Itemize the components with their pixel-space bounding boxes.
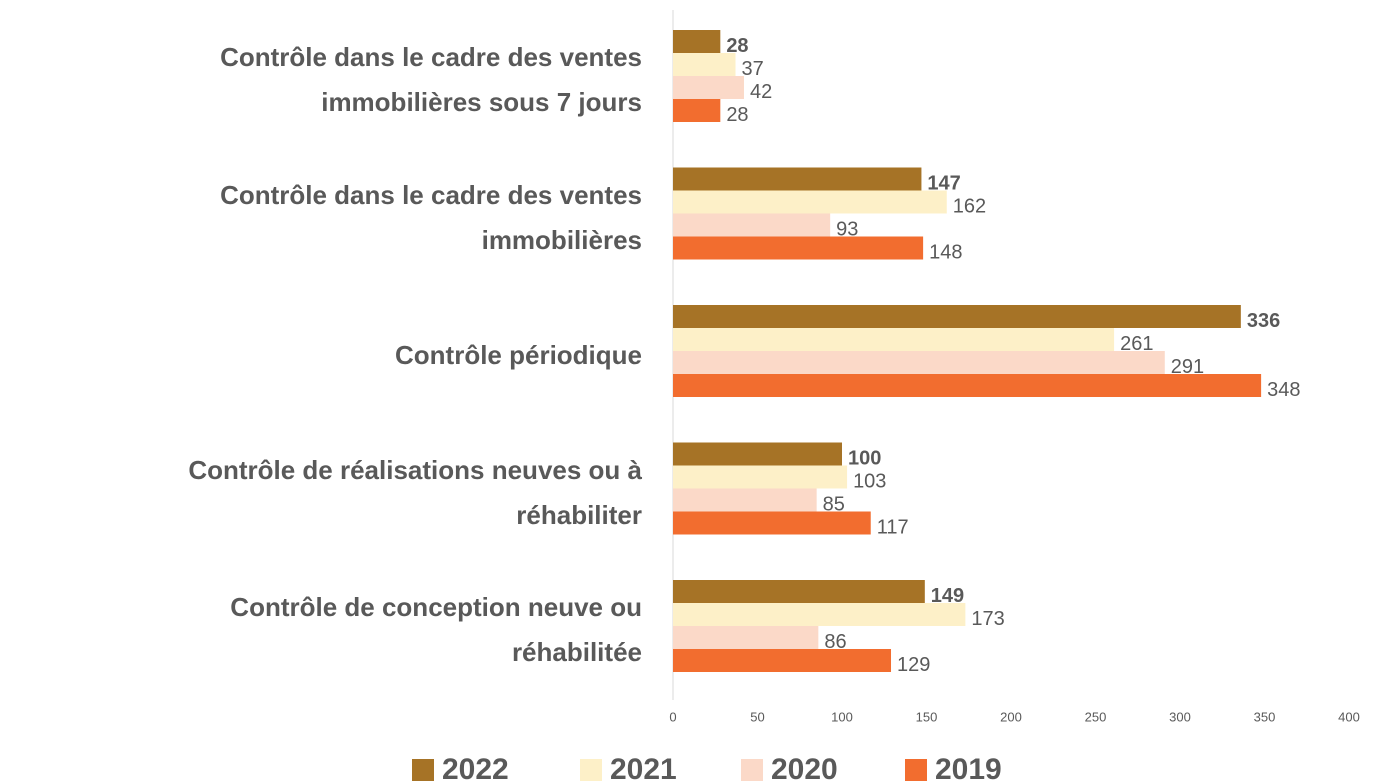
legend-swatch (580, 759, 602, 781)
legend-label: 2020 (771, 753, 838, 784)
x-tick-label: 150 (916, 709, 938, 724)
value-label: 348 (1267, 379, 1300, 401)
bar (673, 512, 871, 535)
bar (673, 603, 965, 626)
bar (673, 649, 891, 672)
category-label: Contrôle périodique (0, 286, 642, 424)
bar (673, 191, 947, 214)
category-text: Contrôle dans le cadre des ventes immobi… (122, 173, 642, 263)
value-label: 129 (897, 654, 930, 676)
x-tick-label: 350 (1254, 709, 1276, 724)
chart: 0501001502002503003504002837422814716293… (0, 0, 1378, 784)
category-label: Contrôle dans le cadre des ventes immobi… (0, 149, 642, 287)
legend-swatch (412, 759, 434, 781)
bar (673, 214, 830, 237)
legend-swatch (905, 759, 927, 781)
bar (673, 328, 1114, 351)
value-label: 103 (853, 470, 886, 492)
bar (673, 53, 736, 76)
category-label: Contrôle de conception neuve ou réhabili… (0, 561, 642, 699)
bar (673, 351, 1165, 374)
bar (673, 626, 818, 649)
legend-label: 2019 (935, 753, 1002, 784)
category-label: Contrôle de réalisations neuves ou à réh… (0, 424, 642, 562)
x-tick-label: 50 (750, 709, 764, 724)
category-text: Contrôle dans le cadre des ventes immobi… (122, 35, 642, 125)
bar (673, 466, 847, 489)
bar (673, 99, 720, 122)
bar (673, 580, 925, 603)
bar (673, 443, 842, 466)
bar (673, 489, 817, 512)
x-tick-label: 0 (669, 709, 676, 724)
bar (673, 168, 921, 191)
category-text: Contrôle périodique (395, 333, 642, 378)
value-label: 37 (742, 58, 764, 80)
value-label: 28 (726, 104, 748, 126)
bar (673, 374, 1261, 397)
x-tick-label: 200 (1000, 709, 1022, 724)
value-label: 336 (1247, 310, 1280, 332)
value-label: 117 (877, 516, 909, 538)
value-label: 100 (848, 447, 881, 469)
category-label: Contrôle dans le cadre des ventes immobi… (0, 11, 642, 149)
x-tick-label: 250 (1085, 709, 1107, 724)
x-tick-label: 100 (831, 709, 853, 724)
legend-label: 2022 (442, 753, 509, 784)
legend-swatch (741, 759, 763, 781)
value-label: 148 (929, 241, 962, 263)
value-label: 42 (750, 81, 772, 103)
category-text: Contrôle de conception neuve ou réhabili… (122, 585, 642, 675)
x-tick-label: 400 (1338, 709, 1360, 724)
value-label: 173 (971, 608, 1004, 630)
value-label: 162 (953, 195, 986, 217)
category-text: Contrôle de réalisations neuves ou à réh… (122, 448, 642, 538)
bar (673, 30, 720, 53)
legend-label: 2021 (610, 753, 677, 784)
bar (673, 76, 744, 99)
bar (673, 237, 923, 260)
x-tick-label: 300 (1169, 709, 1191, 724)
bar (673, 305, 1241, 328)
